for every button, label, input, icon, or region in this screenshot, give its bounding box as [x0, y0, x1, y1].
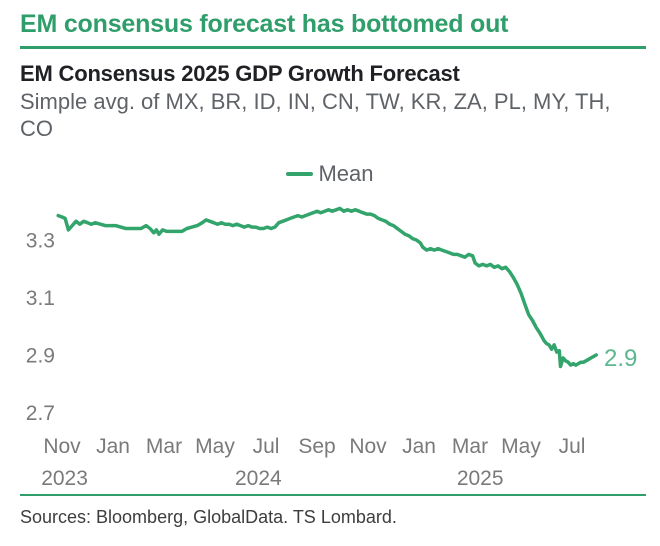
x-tick-label: Sep	[298, 435, 335, 458]
y-tick-label: 2.7	[26, 402, 55, 425]
y-tick-label: 3.1	[26, 287, 55, 310]
year-label: 2025	[457, 467, 504, 490]
x-tick-label: Jan	[96, 435, 130, 458]
x-tick-label: Jul	[559, 435, 586, 458]
page-title: EM consensus forecast has bottomed out	[20, 10, 509, 38]
chart-subtitle: Simple avg. of MX, BR, ID, IN, CN, TW, K…	[20, 89, 611, 141]
x-tick-label: Mar	[146, 435, 182, 458]
sources-note: Sources: Bloomberg, GlobalData. TS Lomba…	[20, 507, 397, 527]
y-tick-label: 3.3	[26, 230, 55, 253]
x-tick-label: May	[195, 435, 235, 458]
year-label: 2024	[235, 467, 282, 490]
y-tick-label: 2.9	[26, 345, 55, 368]
chart-heading: EM Consensus 2025 GDP Growth Forecast	[20, 61, 460, 86]
line-chart: 3.3 3.1 2.9 2.7 Nov Jan Mar May Jul Sep Nov Jan Mar M…	[26, 206, 598, 490]
last-value-label: 2.9	[604, 345, 638, 372]
x-tick-label: Nov	[43, 435, 81, 458]
legend-line-swatch	[286, 172, 314, 176]
x-tick-label: Jul	[253, 435, 280, 458]
mean-line-series	[56, 206, 598, 369]
year-label: 2023	[41, 467, 88, 490]
x-tick-label: Nov	[349, 435, 387, 458]
x-tick-label: May	[501, 435, 541, 458]
x-tick-label: Jan	[402, 435, 436, 458]
bottom-divider	[20, 494, 646, 496]
x-tick-label: Mar	[452, 435, 488, 458]
legend-label-mean: Mean	[318, 161, 374, 186]
top-divider	[20, 46, 646, 49]
chart-legend: Mean	[0, 161, 660, 187]
